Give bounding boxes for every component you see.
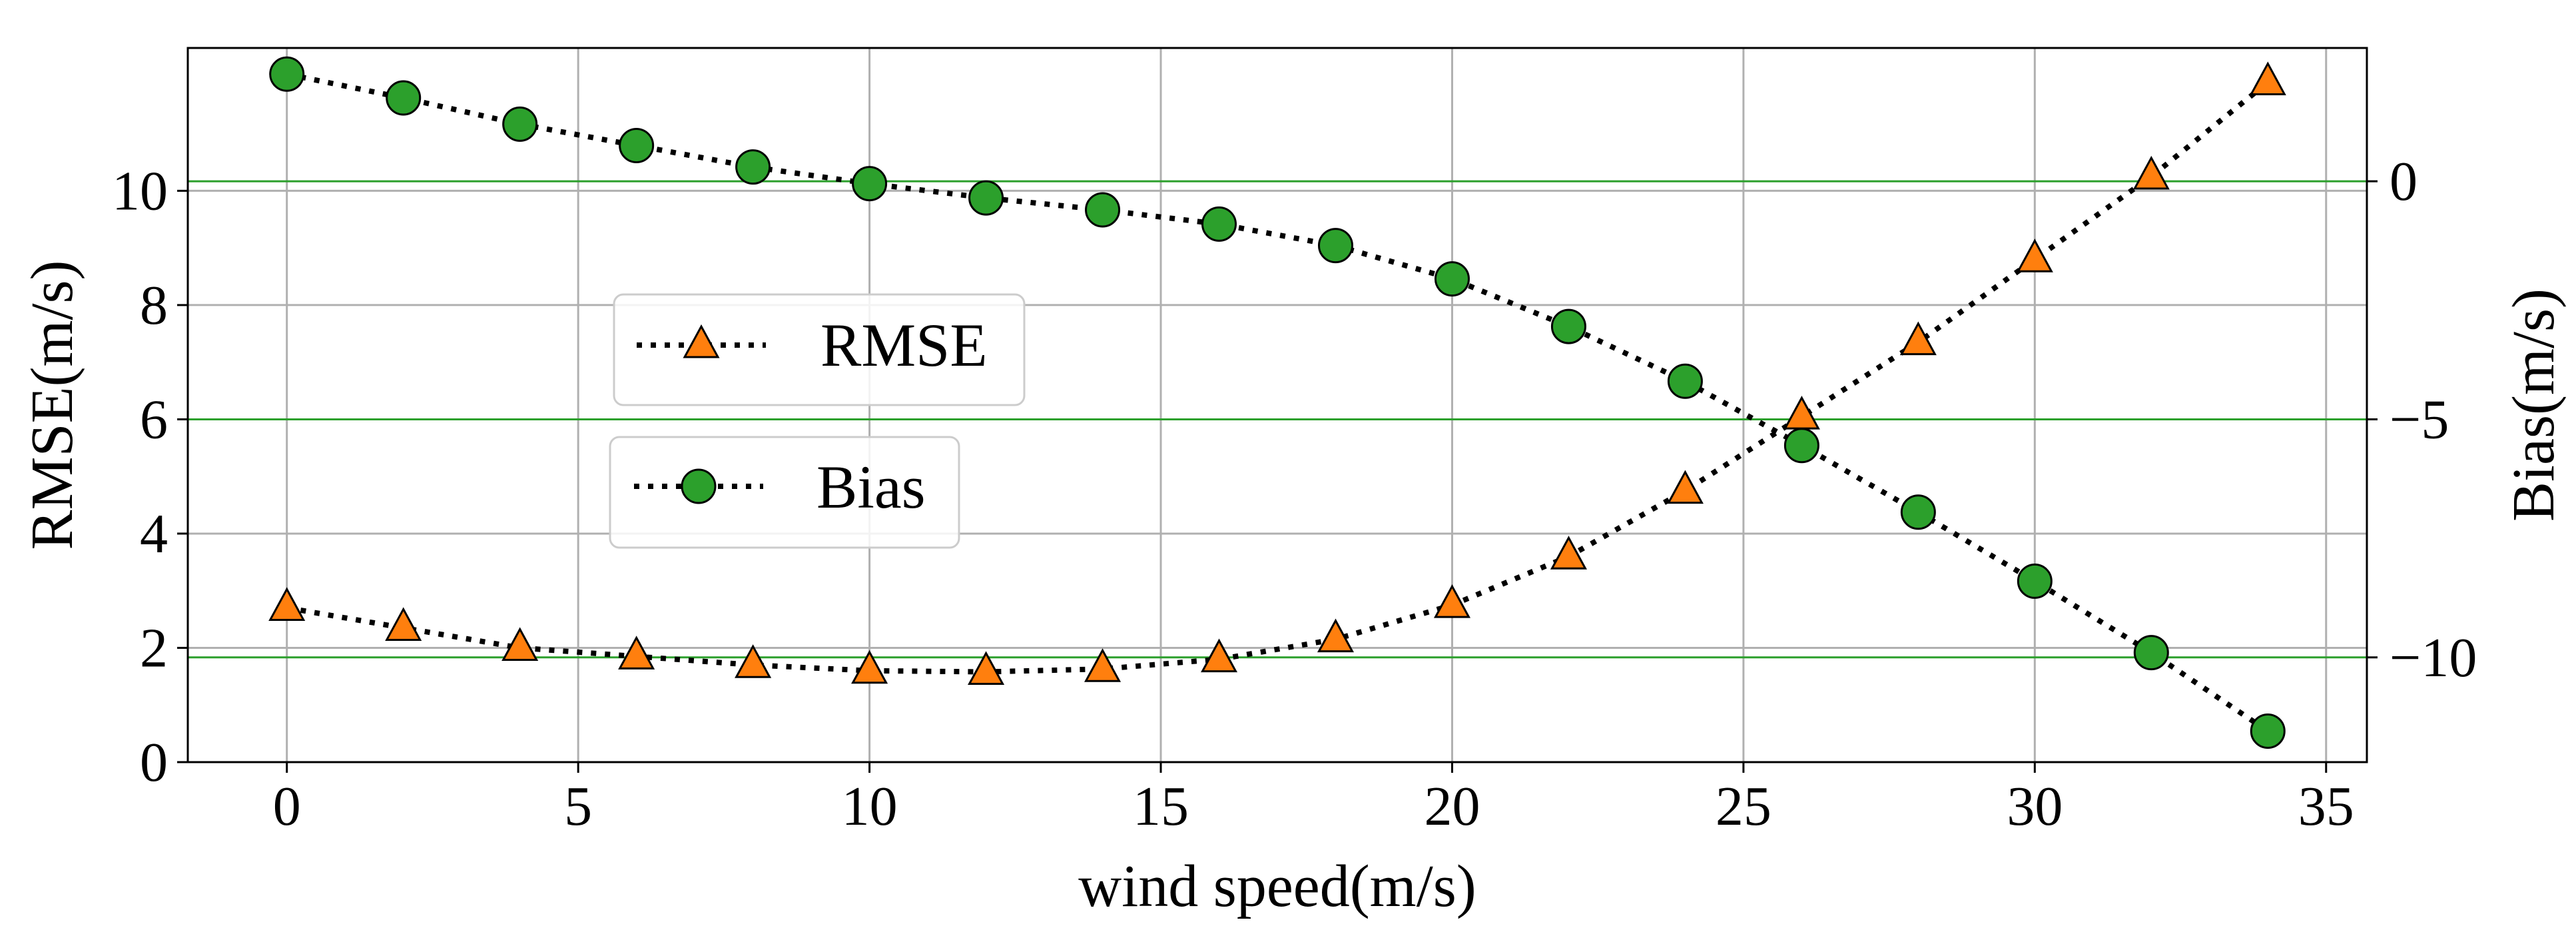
- bias-point: [735, 149, 771, 185]
- x-tick-label: 0: [273, 775, 301, 837]
- rmse-point: [385, 607, 422, 641]
- bias-point: [2133, 635, 2169, 671]
- rmse-point: [851, 650, 888, 684]
- rmse-point: [2016, 238, 2053, 272]
- y-tick-label-right: 0: [2390, 151, 2417, 213]
- rmse-point: [268, 587, 306, 621]
- legend-bias-label: Bias: [816, 453, 926, 521]
- y-axis-title-left: RMSE(m/s): [19, 260, 85, 550]
- x-axis-title: wind speed(m/s): [1078, 853, 1476, 919]
- series-layer: [268, 56, 2286, 749]
- y-tick-label-left: 6: [140, 388, 168, 450]
- x-tick-label: 15: [1133, 775, 1189, 837]
- x-tick-label: 10: [842, 775, 898, 837]
- legend-bias: Bias: [609, 436, 960, 549]
- bias-point: [1201, 206, 1237, 242]
- plot-frame: [186, 47, 2368, 763]
- rmse-point: [968, 651, 1005, 685]
- legend-bias-frame: [609, 436, 960, 549]
- rmse-point: [1666, 470, 1704, 504]
- legend-rmse-label: RMSE: [820, 311, 988, 379]
- bias-point: [269, 56, 305, 92]
- bias-point: [852, 166, 888, 202]
- axis-ticks: 0 5 10 15 20 25 30 35 0 2 4 6 8 10 0 −5 −10: [112, 151, 2477, 837]
- x-tick-label: 35: [2298, 775, 2354, 837]
- bias-point: [968, 180, 1004, 216]
- bias-point: [1085, 192, 1121, 228]
- y-tick-label-left: 2: [140, 617, 168, 679]
- rmse-point: [1317, 618, 1355, 653]
- y-tick-label-left: 0: [140, 731, 168, 793]
- rmse-point: [501, 627, 539, 661]
- y-tick-label-left: 8: [140, 274, 168, 336]
- rmse-point: [1899, 321, 1937, 356]
- bias-point: [1434, 261, 1470, 297]
- legend-rmse: RMSE: [613, 293, 1026, 406]
- bias-reference-lines: [188, 180, 2367, 659]
- bias-point: [502, 106, 538, 142]
- x-tick-label: 5: [564, 775, 592, 837]
- bias-point: [386, 80, 422, 116]
- rmse-point: [1200, 638, 1238, 673]
- bias-point: [2250, 713, 2286, 749]
- y-tick-label-left: 4: [140, 503, 168, 565]
- x-tick-label: 30: [2007, 775, 2063, 837]
- rmse-point: [618, 636, 655, 670]
- bias-point: [1317, 228, 1353, 264]
- y-axis-title-right: Bias(m/s): [2501, 288, 2567, 522]
- rmse-point: [735, 644, 772, 678]
- rmse-point: [1550, 536, 1587, 570]
- rmse-point: [2249, 61, 2286, 95]
- bias-point: [1667, 363, 1703, 399]
- legend-bias-marker: [681, 468, 717, 504]
- bias-point: [1550, 308, 1586, 344]
- y-tick-label-right: −10: [2390, 627, 2477, 689]
- legend-rmse-marker: [683, 324, 720, 358]
- x-tick-label: 20: [1424, 775, 1480, 837]
- bias-point: [1900, 494, 1936, 530]
- bias-point: [1783, 428, 1819, 464]
- rmse-point: [1433, 584, 1470, 618]
- y-tick-label-left: 10: [112, 160, 168, 222]
- y-tick-label-right: −5: [2390, 388, 2449, 450]
- rmse-point: [2132, 155, 2170, 190]
- rmse-point: [1783, 396, 1820, 430]
- rmse-series-line: [286, 80, 2270, 675]
- rmse-point: [1084, 648, 1122, 682]
- legend-rmse-frame: [613, 293, 1026, 406]
- x-tick-label: 25: [1716, 775, 1771, 837]
- bias-point: [2017, 563, 2053, 599]
- bias-point: [619, 128, 655, 164]
- bias-series-line: [286, 71, 2270, 733]
